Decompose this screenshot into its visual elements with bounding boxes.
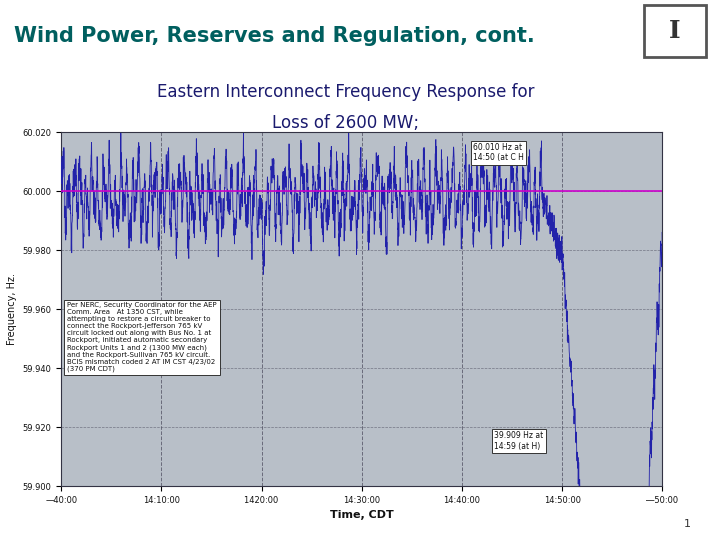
Text: 60.010 Hz at
14:50 (at C H: 60.010 Hz at 14:50 (at C H xyxy=(473,143,524,163)
Text: 1: 1 xyxy=(684,519,691,529)
Text: I: I xyxy=(669,19,681,43)
Text: 39.909 Hz at
14:59 (at H): 39.909 Hz at 14:59 (at H) xyxy=(494,431,544,450)
X-axis label: Time, CDT: Time, CDT xyxy=(330,510,394,520)
Text: Loss of 2600 MW;: Loss of 2600 MW; xyxy=(272,114,419,132)
Text: Wind Power, Reserves and Regulation, cont.: Wind Power, Reserves and Regulation, con… xyxy=(14,25,535,46)
Y-axis label: Frequency, Hz.: Frequency, Hz. xyxy=(7,273,17,345)
Text: Eastern Interconnect Frequency Response for: Eastern Interconnect Frequency Response … xyxy=(157,83,534,102)
Text: Per NERC, Security Coordinator for the AEP
Comm. Area   At 1350 CST, while
attem: Per NERC, Security Coordinator for the A… xyxy=(67,302,217,372)
